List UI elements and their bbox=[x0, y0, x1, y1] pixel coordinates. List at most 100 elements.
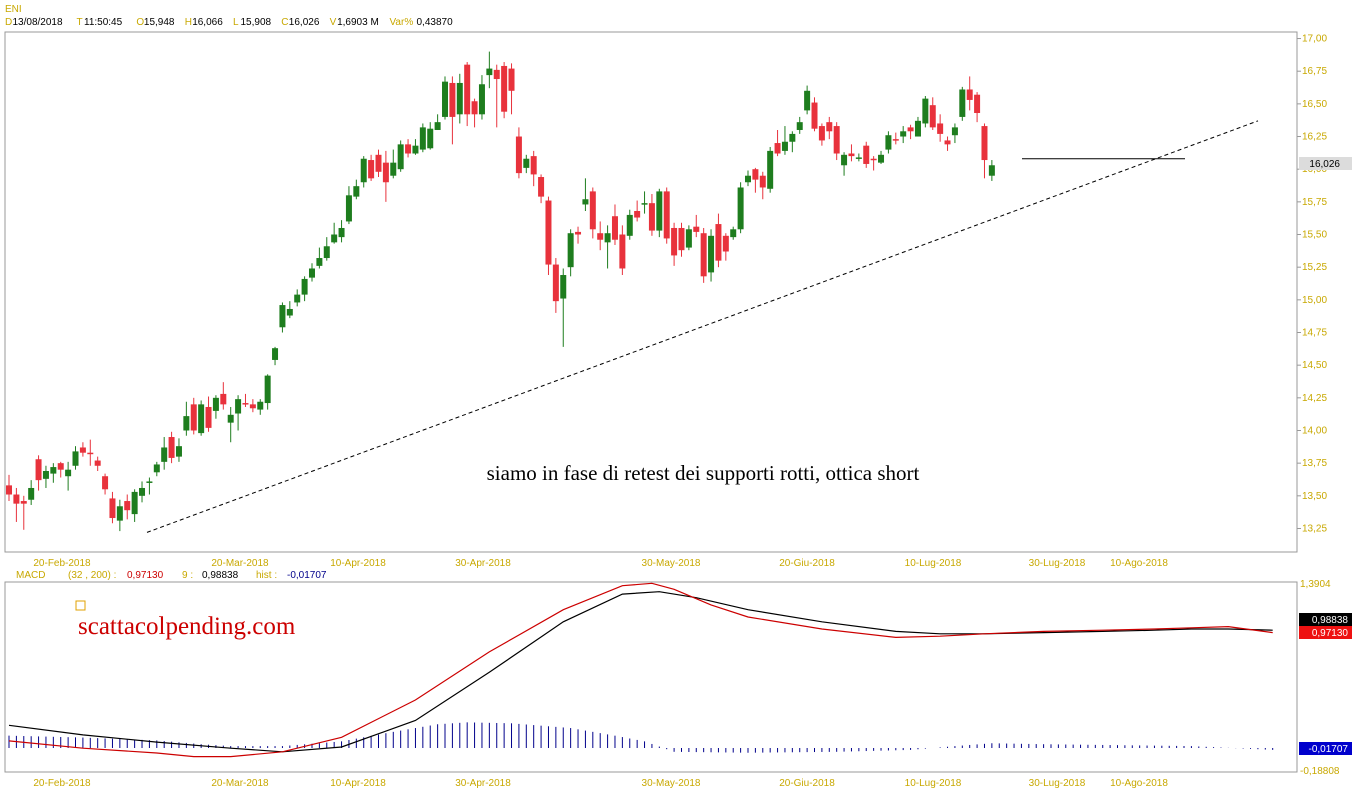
candle bbox=[567, 229, 574, 277]
candle bbox=[257, 399, 264, 415]
candle bbox=[589, 187, 596, 239]
candle bbox=[190, 397, 197, 435]
header-value-4: 15,908 bbox=[241, 17, 272, 28]
header-value-3: 16,066 bbox=[192, 17, 223, 28]
candle bbox=[944, 136, 951, 151]
header-value-6: 1,6903 M bbox=[337, 17, 379, 28]
candle bbox=[737, 182, 744, 234]
candle bbox=[375, 149, 382, 178]
candle bbox=[730, 226, 737, 240]
candle bbox=[826, 116, 833, 140]
candle bbox=[981, 123, 988, 179]
price-xtick-7: 30-Lug-2018 bbox=[1029, 558, 1086, 569]
price-ytick-14: 13,50 bbox=[1302, 491, 1327, 502]
candle bbox=[323, 237, 330, 261]
header-value-1: 11:50:45 bbox=[84, 17, 123, 28]
macd-xtick-5: 20-Giu-2018 bbox=[779, 778, 835, 789]
macd-xtick-0: 20-Feb-2018 bbox=[33, 778, 91, 789]
candle bbox=[57, 461, 64, 478]
price-xtick-0: 20-Feb-2018 bbox=[33, 558, 91, 569]
candle bbox=[294, 289, 301, 307]
chart-symbol: ENI bbox=[5, 4, 22, 15]
brand-watermark: scattacolpending.com bbox=[78, 613, 296, 640]
candle bbox=[885, 131, 892, 154]
candle bbox=[20, 495, 27, 530]
header-key-3: H bbox=[185, 17, 192, 28]
candle bbox=[988, 160, 995, 181]
candle bbox=[168, 431, 175, 464]
price-xtick-2: 10-Apr-2018 bbox=[330, 558, 386, 569]
macd-panel bbox=[4, 581, 1298, 773]
hist-value: -0,01707 bbox=[287, 570, 327, 581]
price-x-axis: 20-Feb-2018 20-Mar-2018 10-Apr-2018 30-Apr-… bbox=[33, 558, 1168, 569]
price-ytick-9: 14,75 bbox=[1302, 328, 1327, 339]
candle bbox=[220, 382, 227, 410]
candle bbox=[597, 221, 604, 251]
header-value-0: 13/08/2018 bbox=[13, 17, 63, 28]
candle bbox=[907, 124, 914, 140]
price-ytick-11: 14,25 bbox=[1302, 393, 1327, 404]
candle bbox=[175, 438, 182, 462]
candle bbox=[863, 141, 870, 168]
candle bbox=[301, 276, 308, 302]
chart-annotation: siamo in fase di retest dei supporti rot… bbox=[487, 461, 920, 485]
candle bbox=[833, 122, 840, 161]
candle bbox=[663, 187, 670, 244]
header-value-5: 16,026 bbox=[289, 17, 320, 28]
header-fields: D 13/08/2018 T 11:50:45 O 15,948 H 16,066 L 15,90… bbox=[5, 17, 453, 28]
hist-badge-text: -0,01707 bbox=[1309, 744, 1349, 755]
candle bbox=[382, 150, 389, 202]
trendline bbox=[146, 120, 1259, 533]
candle bbox=[951, 123, 958, 144]
hist-badge: -0,01707 bbox=[1299, 742, 1352, 755]
price-badge-text: 16,026 bbox=[1309, 159, 1340, 170]
candle bbox=[560, 268, 567, 347]
candle bbox=[781, 126, 788, 155]
candle bbox=[922, 96, 929, 128]
candle bbox=[715, 213, 722, 268]
candle bbox=[50, 463, 57, 483]
candle bbox=[493, 64, 500, 128]
macd-xtick-3: 30-Apr-2018 bbox=[455, 778, 511, 789]
macd-xtick-2: 10-Apr-2018 bbox=[330, 778, 386, 789]
candle bbox=[937, 114, 944, 142]
candle bbox=[855, 153, 862, 162]
candle bbox=[538, 174, 545, 204]
price-xtick-5: 20-Giu-2018 bbox=[779, 558, 835, 569]
candle bbox=[397, 140, 404, 172]
candle bbox=[678, 222, 685, 257]
header-key-2: O bbox=[136, 17, 144, 28]
candle bbox=[818, 123, 825, 146]
candle bbox=[308, 263, 315, 282]
candle bbox=[412, 139, 419, 155]
candle bbox=[28, 480, 35, 505]
candle bbox=[841, 152, 848, 176]
candle bbox=[464, 62, 471, 127]
candle bbox=[94, 456, 101, 471]
candle bbox=[72, 446, 79, 470]
price-xtick-1: 20-Mar-2018 bbox=[211, 558, 269, 569]
price-ytick-2: 16,50 bbox=[1302, 99, 1327, 110]
candle bbox=[656, 188, 663, 238]
candle bbox=[619, 225, 626, 276]
price-badge: 16,026 bbox=[1299, 157, 1352, 170]
candle bbox=[759, 171, 766, 200]
header-value-7: 0,43870 bbox=[417, 17, 454, 28]
candle bbox=[42, 465, 49, 488]
candle bbox=[523, 154, 530, 174]
candle bbox=[35, 455, 42, 491]
candle bbox=[235, 395, 242, 431]
price-xtick-8: 10-Ago-2018 bbox=[1110, 558, 1168, 569]
candle bbox=[648, 194, 655, 236]
candle bbox=[685, 225, 692, 251]
candle bbox=[124, 494, 131, 520]
macd-xtick-4: 30-May-2018 bbox=[642, 778, 701, 789]
price-ytick-7: 15,25 bbox=[1302, 262, 1327, 273]
candle bbox=[205, 396, 212, 432]
candle bbox=[116, 499, 123, 532]
macd-line bbox=[8, 582, 1273, 758]
candle bbox=[345, 186, 352, 225]
candle bbox=[700, 227, 707, 283]
candle bbox=[405, 139, 412, 158]
macd-badge-text: 0,97130 bbox=[1312, 628, 1349, 639]
